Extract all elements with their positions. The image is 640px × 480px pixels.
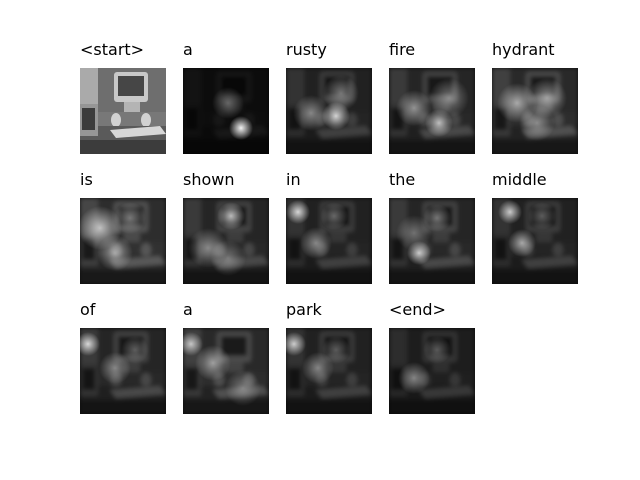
attention-map-image — [492, 68, 578, 154]
attention-map-image — [183, 328, 269, 414]
caption-word: fire — [389, 40, 416, 59]
attention-map-image — [286, 198, 372, 284]
attention-map-image — [286, 68, 372, 154]
caption-word: <end> — [389, 300, 446, 319]
attention-map-image — [80, 328, 166, 414]
attention-map-image — [492, 198, 578, 284]
caption-word: park — [286, 300, 322, 319]
attention-map-image — [389, 198, 475, 284]
attention-map-image — [80, 198, 166, 284]
original-image — [80, 68, 166, 154]
caption-word: <start> — [80, 40, 145, 59]
caption-word: hydrant — [492, 40, 555, 59]
caption-word: shown — [183, 170, 235, 189]
caption-word: a — [183, 300, 193, 319]
attention-map-image — [183, 198, 269, 284]
attention-map-image — [286, 328, 372, 414]
caption-word: the — [389, 170, 416, 189]
caption-word: is — [80, 170, 93, 189]
attention-map-image — [183, 68, 269, 154]
attention-map-image — [389, 68, 475, 154]
caption-word: a — [183, 40, 193, 59]
attention-map-image — [389, 328, 475, 414]
caption-word: rusty — [286, 40, 327, 59]
caption-word: in — [286, 170, 301, 189]
caption-word: of — [80, 300, 96, 319]
caption-word: middle — [492, 170, 547, 189]
